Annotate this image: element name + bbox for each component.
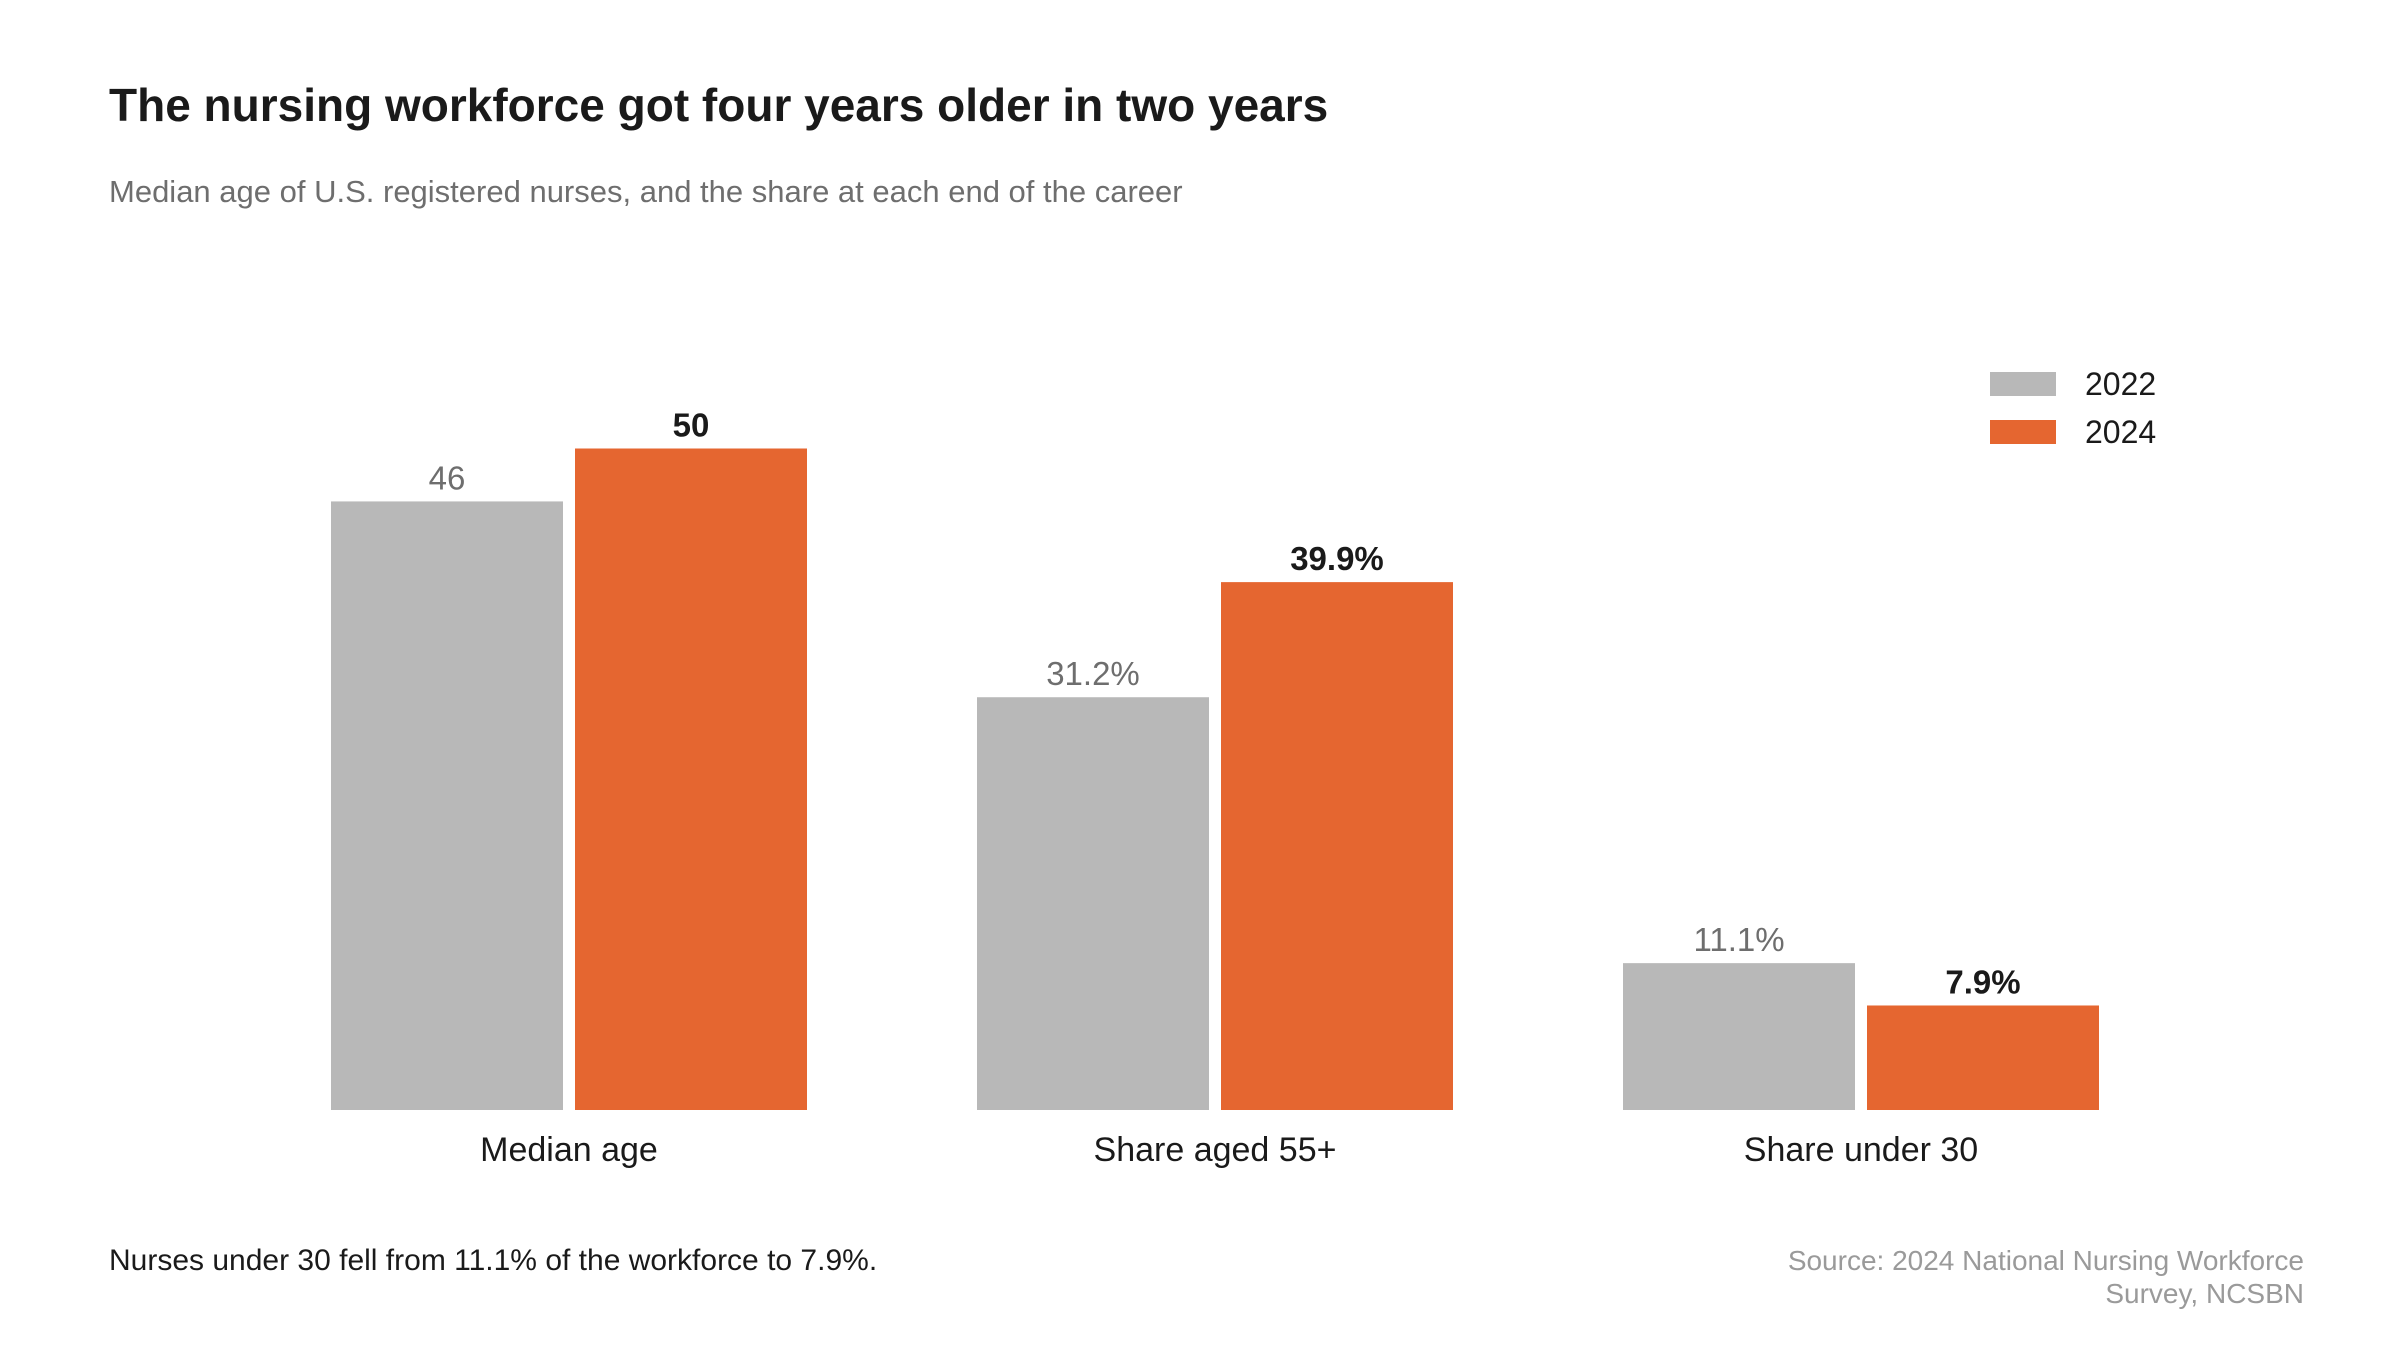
- value-label-2024-1: 39.9%: [1290, 540, 1384, 577]
- legend-label-2024: 2024: [2085, 414, 2156, 450]
- footnote: Nurses under 30 fell from 11.1% of the w…: [109, 1244, 878, 1277]
- source-note: Source: 2024 National Nursing Workforce …: [1787, 1245, 2304, 1309]
- value-label-2024-0: 50: [673, 407, 710, 444]
- bar-2022-1: [977, 697, 1209, 1110]
- value-label-2022-0: 46: [429, 459, 466, 496]
- bar-2024-1: [1221, 582, 1453, 1110]
- category-labels-group: Median age Share aged 55+ Share under 30: [480, 1131, 1978, 1169]
- category-label-0: Median age: [480, 1131, 658, 1169]
- value-label-2024-2: 7.9%: [1945, 963, 2020, 1000]
- legend: 2022 2024: [1990, 366, 2156, 450]
- value-label-2022-1: 31.2%: [1046, 655, 1140, 692]
- bars-group: [331, 448, 2099, 1110]
- value-labels-group: 46 50 31.2% 39.9% 11.1% 7.9%: [429, 407, 2021, 1001]
- bar-2024-0: [575, 448, 807, 1110]
- chart-title: The nursing workforce got four years old…: [109, 79, 1329, 131]
- bar-2024-2: [1867, 1005, 2099, 1110]
- legend-swatch-2022: [1990, 372, 2056, 396]
- bar-2022-0: [331, 501, 563, 1110]
- category-label-2: Share under 30: [1744, 1131, 1978, 1169]
- legend-swatch-2024: [1990, 420, 2056, 444]
- legend-label-2022: 2022: [2085, 366, 2156, 402]
- value-label-2022-2: 11.1%: [1693, 921, 1784, 958]
- category-label-1: Share aged 55+: [1094, 1131, 1337, 1169]
- bar-2022-2: [1623, 963, 1855, 1110]
- chart-subtitle: Median age of U.S. registered nurses, an…: [109, 174, 1183, 209]
